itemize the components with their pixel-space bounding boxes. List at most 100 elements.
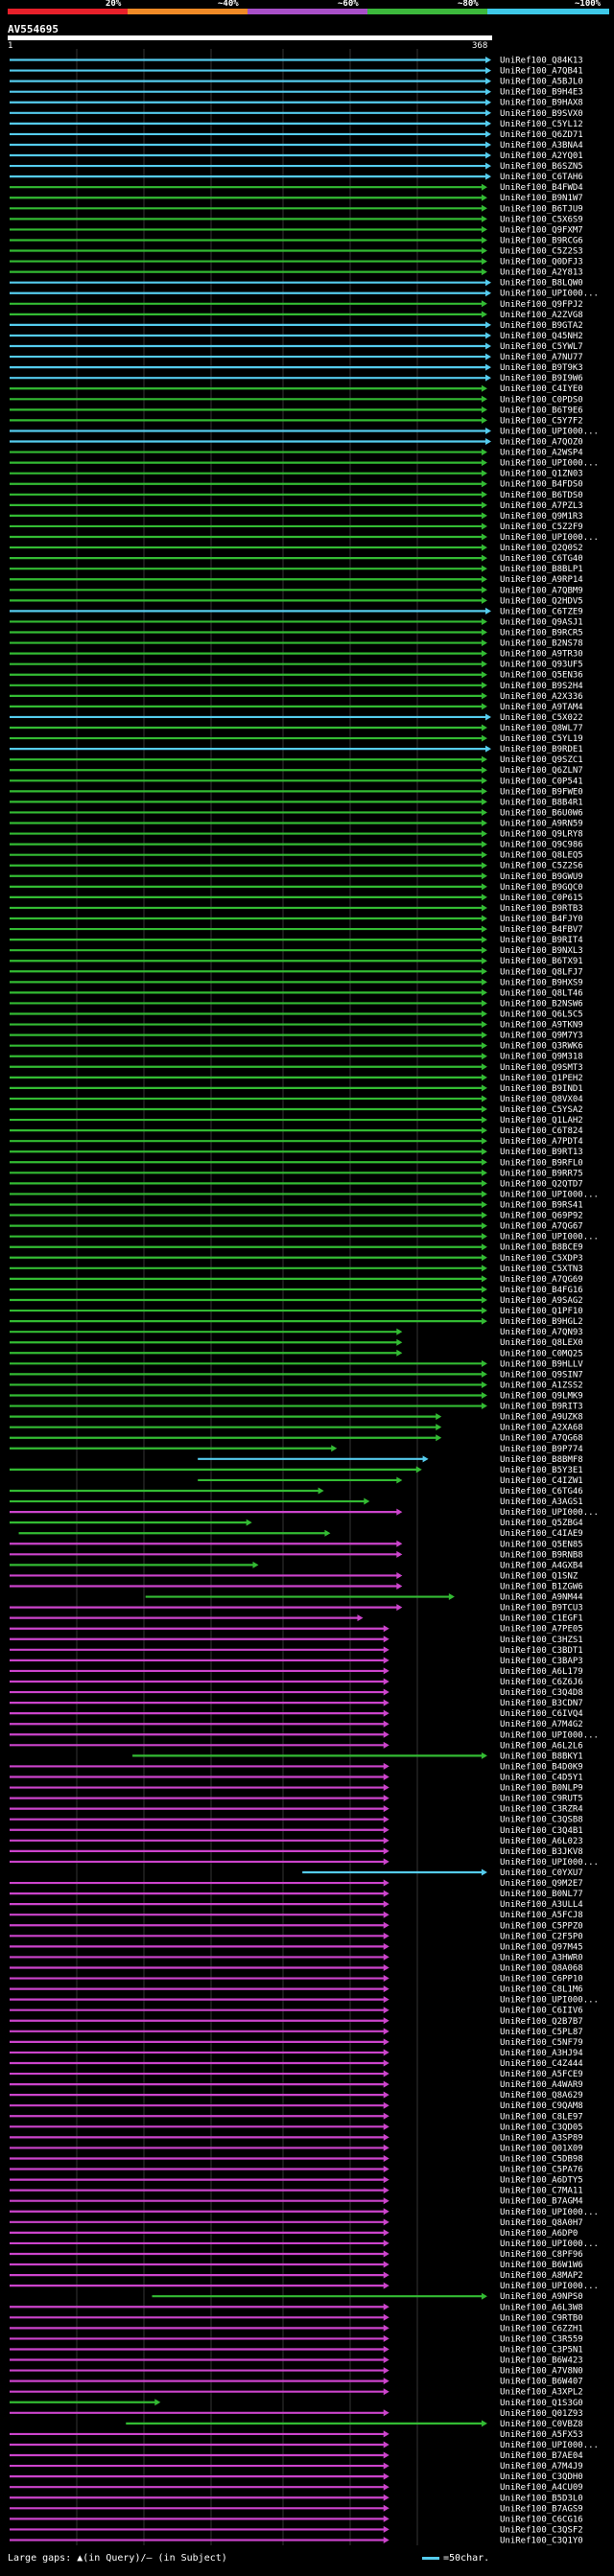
hit-row[interactable]: UniRef100_UPI000... <box>10 1996 599 2006</box>
hit-row[interactable]: UniRef100_Q9C986 <box>10 841 583 850</box>
hit-row[interactable]: UniRef100_A5FCJ8 <box>10 1911 583 1920</box>
hit-row[interactable]: UniRef100_C5DB98 <box>10 2154 583 2164</box>
hit-row[interactable]: UniRef100_Q2QTD7 <box>10 1179 583 1189</box>
hit-row[interactable]: UniRef100_A7M4G2 <box>10 1720 583 1729</box>
hit-row[interactable]: UniRef100_C0P541 <box>10 777 583 786</box>
hit-row[interactable]: UniRef100_B0NLP9 <box>10 1784 583 1794</box>
hit-row[interactable]: UniRef100_Q8A0H7 <box>10 2218 583 2228</box>
hit-row[interactable]: UniRef100_C0MQ25 <box>10 1349 583 1358</box>
hit-row[interactable]: UniRef100_Q1S3G0 <box>10 2399 583 2408</box>
hit-row[interactable]: UniRef100_B6T9E6 <box>10 406 583 415</box>
hit-row[interactable]: UniRef100_B8LQW0 <box>10 279 583 289</box>
hit-row[interactable]: UniRef100_C5YWL7 <box>10 342 583 352</box>
hit-row[interactable]: UniRef100_A6L2L6 <box>10 1741 583 1751</box>
hit-row[interactable]: UniRef100_C6Z6J6 <box>10 1678 583 1687</box>
hit-row[interactable]: UniRef100_A4CU09 <box>10 2483 583 2493</box>
hit-row[interactable]: UniRef100_B6W423 <box>10 2356 583 2366</box>
hit-row[interactable]: UniRef100_A7QG67 <box>10 1222 583 1232</box>
hit-row[interactable]: UniRef100_A4WAR9 <box>10 2080 583 2090</box>
hit-row[interactable]: UniRef100_A9RP14 <box>10 575 583 585</box>
hit-row[interactable]: UniRef100_B4FJY0 <box>10 915 583 924</box>
hit-row[interactable]: UniRef100_B3JKV8 <box>10 1847 583 1857</box>
hit-row[interactable]: UniRef100_C8LE97 <box>10 2112 583 2122</box>
hit-row[interactable]: UniRef100_Q9M7Y3 <box>10 1032 583 1041</box>
hit-row[interactable]: UniRef100_Q6ZLN7 <box>10 766 583 776</box>
hit-row[interactable]: UniRef100_B3CDN7 <box>10 1699 583 1708</box>
hit-row[interactable]: UniRef100_A9TR30 <box>10 650 583 660</box>
hit-row[interactable]: UniRef100_Q9M318 <box>10 1053 583 1062</box>
hit-row[interactable]: UniRef100_B6U0W6 <box>10 808 583 818</box>
hit-row[interactable]: UniRef100_C4IZW1 <box>198 1476 583 1486</box>
hit-row[interactable]: UniRef100_C3P5N1 <box>10 2345 583 2355</box>
hit-row[interactable]: UniRef100_A9UZK8 <box>10 1413 583 1423</box>
hit-row[interactable]: UniRef100_A3ULL4 <box>10 1900 583 1910</box>
hit-row[interactable]: UniRef100_Q2Q0S2 <box>10 544 583 553</box>
hit-row[interactable]: UniRef100_A9TKN9 <box>10 1021 583 1031</box>
hit-row[interactable]: UniRef100_C0YXU7 <box>302 1868 583 1878</box>
hit-row[interactable]: UniRef100_UPI000... <box>10 1233 599 1242</box>
hit-row[interactable]: UniRef100_Q9FXM7 <box>10 225 583 235</box>
hit-row[interactable]: UniRef100_Q9FPJ2 <box>10 300 583 310</box>
hit-row[interactable]: UniRef100_UPI000... <box>10 290 599 299</box>
hit-row[interactable]: UniRef100_B9HXS9 <box>10 978 583 987</box>
hit-row[interactable]: UniRef100_B7AE04 <box>10 2451 583 2461</box>
hit-row[interactable]: UniRef100_Q9SZC1 <box>10 755 583 765</box>
hit-row[interactable]: UniRef100_Q01X09 <box>10 2144 583 2153</box>
hit-row[interactable]: UniRef100_A7V8N0 <box>10 2367 583 2377</box>
hit-row[interactable]: UniRef100_B9RT13 <box>10 1148 583 1157</box>
hit-row[interactable]: UniRef100_C5XDP3 <box>10 1254 583 1264</box>
hit-row[interactable]: UniRef100_Q93UF5 <box>10 661 583 670</box>
hit-row[interactable]: UniRef100_A6L3W8 <box>10 2303 583 2312</box>
hit-row[interactable]: UniRef100_B9HAX8 <box>10 99 583 108</box>
hit-row[interactable]: UniRef100_A3HJ94 <box>10 2049 583 2058</box>
hit-row[interactable]: UniRef100_Q8LFJ7 <box>10 967 583 977</box>
hit-row[interactable]: UniRef100_B9HLLV <box>10 1359 583 1369</box>
hit-row[interactable]: UniRef100_B9T9K3 <box>10 363 583 373</box>
hit-row[interactable]: UniRef100_C3Q4B1 <box>10 1826 583 1836</box>
hit-row[interactable]: UniRef100_A8MAP2 <box>10 2271 583 2281</box>
hit-row[interactable]: UniRef100_B9IND1 <box>10 1084 583 1094</box>
hit-row[interactable]: UniRef100_A9NPS0 <box>152 2292 583 2302</box>
hit-row[interactable]: UniRef100_A3AGS1 <box>10 1497 583 1507</box>
hit-row[interactable]: UniRef100_A7PDT4 <box>10 1137 583 1147</box>
hit-row[interactable]: UniRef100_C3HZS1 <box>10 1636 583 1645</box>
hit-row[interactable]: UniRef100_C0VBZ8 <box>126 2420 583 2429</box>
hit-row[interactable]: UniRef100_Q0DFJ3 <box>10 258 583 267</box>
hit-row[interactable]: UniRef100_Q8LEX0 <box>10 1338 583 1348</box>
hit-row[interactable]: UniRef100_A7QBM9 <box>10 586 583 595</box>
hit-row[interactable]: UniRef100_A3HWR0 <box>10 1953 583 1962</box>
hit-row[interactable]: UniRef100_B5Y3E1 <box>10 1466 583 1475</box>
hit-row[interactable]: UniRef100_C5Z2F9 <box>10 522 583 532</box>
hit-row[interactable]: UniRef100_UPI000... <box>10 1508 599 1518</box>
hit-row[interactable]: UniRef100_B7AGM4 <box>10 2197 583 2207</box>
hit-row[interactable]: UniRef100_A7NU77 <box>10 353 583 362</box>
hit-row[interactable]: UniRef100_A6L179 <box>10 1667 583 1677</box>
hit-row[interactable]: UniRef100_C6T824 <box>10 1126 583 1136</box>
hit-row[interactable]: UniRef100_C3Q4D8 <box>10 1688 583 1698</box>
hit-row[interactable]: UniRef100_A6L023 <box>10 1837 583 1846</box>
hit-row[interactable]: UniRef100_Q2HDV5 <box>10 596 583 606</box>
hit-row[interactable]: UniRef100_Q8LEQ5 <box>10 851 583 861</box>
hit-row[interactable]: UniRef100_Q9LMK9 <box>10 1391 583 1401</box>
hit-row[interactable]: UniRef100_Q01Z93 <box>10 2409 583 2419</box>
hit-row[interactable]: UniRef100_Q9M2E7 <box>10 1879 583 1889</box>
hit-row[interactable]: UniRef100_B9FWE0 <box>10 787 583 797</box>
hit-row[interactable]: UniRef100_C6IIV6 <box>10 2007 583 2016</box>
hit-row[interactable]: UniRef100_UPI000... <box>10 2239 599 2249</box>
hit-row[interactable]: UniRef100_B9S2H4 <box>10 682 583 691</box>
hit-row[interactable]: UniRef100_B9GQC0 <box>10 883 583 893</box>
hit-row[interactable]: UniRef100_A6DTY5 <box>10 2176 583 2186</box>
hit-row[interactable]: UniRef100_C6IVQ4 <box>10 1709 583 1719</box>
hit-row[interactable]: UniRef100_UPI000... <box>10 533 599 543</box>
hit-row[interactable]: UniRef100_C8L1M6 <box>10 1985 583 1995</box>
hit-row[interactable]: UniRef100_Q8LT46 <box>10 988 583 998</box>
hit-row[interactable]: UniRef100_Q1SNZ <box>10 1571 579 1581</box>
hit-row[interactable]: UniRef100_B4FG16 <box>10 1286 583 1295</box>
hit-row[interactable]: UniRef100_A7QG69 <box>10 1275 583 1285</box>
hit-row[interactable]: UniRef100_C5PPZ0 <box>10 1921 583 1931</box>
hit-row[interactable]: UniRef100_Q1LAH2 <box>10 1116 583 1126</box>
hit-row[interactable]: UniRef100_A1ZSS2 <box>10 1381 583 1390</box>
hit-row[interactable]: UniRef100_C5XTN3 <box>10 1265 583 1274</box>
hit-row[interactable]: UniRef100_UPI000... <box>10 2282 599 2291</box>
hit-row[interactable]: UniRef100_B8B4R1 <box>10 798 583 807</box>
